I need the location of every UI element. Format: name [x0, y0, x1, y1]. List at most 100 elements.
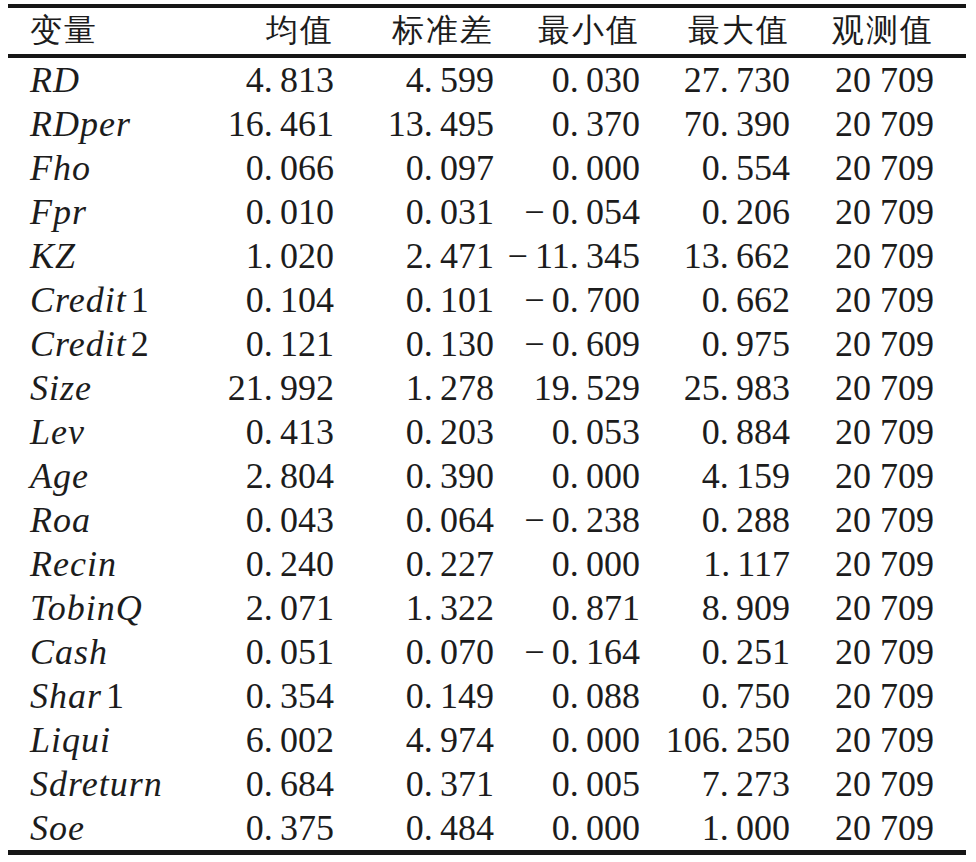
- cell-variable: KZ: [8, 234, 218, 278]
- cell-obs: 20 709: [802, 56, 966, 102]
- cell-max: 7. 273: [652, 762, 802, 806]
- cell-mean: 0. 104: [218, 278, 346, 322]
- cell-min: − 0. 238: [506, 498, 652, 542]
- cell-variable: RD: [8, 56, 218, 102]
- cell-max: 27. 730: [652, 56, 802, 102]
- table-row: Lev 0. 413 0. 203 0. 053 0. 884 20 709: [8, 410, 966, 454]
- cell-min: 0. 000: [506, 806, 652, 853]
- cell-std: 4. 599: [346, 56, 506, 102]
- cell-obs: 20 709: [802, 102, 966, 146]
- cell-obs: 20 709: [802, 630, 966, 674]
- table-row: KZ 1. 020 2. 471 − 11. 345 13. 662 20 70…: [8, 234, 966, 278]
- cell-min: 0. 000: [506, 454, 652, 498]
- cell-variable: RDper: [8, 102, 218, 146]
- cell-obs: 20 709: [802, 322, 966, 366]
- cell-obs: 20 709: [802, 806, 966, 853]
- cell-std: 4. 974: [346, 718, 506, 762]
- cell-obs: 20 709: [802, 498, 966, 542]
- cell-min: 0. 005: [506, 762, 652, 806]
- cell-max: 0. 251: [652, 630, 802, 674]
- cell-min: 0. 000: [506, 146, 652, 190]
- cell-obs: 20 709: [802, 366, 966, 410]
- column-header-min: 最小值: [506, 6, 652, 56]
- cell-variable: Liqui: [8, 718, 218, 762]
- cell-min: 0. 000: [506, 542, 652, 586]
- cell-min: 0. 000: [506, 718, 652, 762]
- cell-min: − 0. 164: [506, 630, 652, 674]
- scanned-paper-page: 变量 均值 标准差 最小值 最大值 观测值 RD 4. 813 4. 599 0…: [0, 4, 976, 862]
- cell-variable: Lev: [8, 410, 218, 454]
- cell-min: 0. 088: [506, 674, 652, 718]
- table-row: Cash 0. 051 0. 070 − 0. 164 0. 251 20 70…: [8, 630, 966, 674]
- cell-std: 0. 101: [346, 278, 506, 322]
- cell-variable: Sdreturn: [8, 762, 218, 806]
- cell-mean: 0. 375: [218, 806, 346, 853]
- cell-variable: Credit1: [8, 278, 218, 322]
- table-row: Credit1 0. 104 0. 101 − 0. 700 0. 662 20…: [8, 278, 966, 322]
- cell-max: 0. 975: [652, 322, 802, 366]
- cell-mean: 0. 010: [218, 190, 346, 234]
- cell-variable: TobinQ: [8, 586, 218, 630]
- cell-std: 0. 227: [346, 542, 506, 586]
- cell-min: − 0. 609: [506, 322, 652, 366]
- cell-obs: 20 709: [802, 718, 966, 762]
- cell-min: 0. 871: [506, 586, 652, 630]
- table-row: TobinQ 2. 071 1. 322 0. 871 8. 909 20 70…: [8, 586, 966, 630]
- cell-max: 0. 884: [652, 410, 802, 454]
- cell-std: 0. 097: [346, 146, 506, 190]
- cell-max: 1. 000: [652, 806, 802, 853]
- cell-mean: 0. 413: [218, 410, 346, 454]
- cell-std: 2. 471: [346, 234, 506, 278]
- cell-obs: 20 709: [802, 762, 966, 806]
- cell-variable: Recin: [8, 542, 218, 586]
- table-row: RD 4. 813 4. 599 0. 030 27. 730 20 709: [8, 56, 966, 102]
- cell-obs: 20 709: [802, 410, 966, 454]
- cell-mean: 2. 804: [218, 454, 346, 498]
- cell-variable: Fpr: [8, 190, 218, 234]
- cell-std: 0. 203: [346, 410, 506, 454]
- table-row: RDper 16. 461 13. 495 0. 370 70. 390 20 …: [8, 102, 966, 146]
- cell-variable: Credit2: [8, 322, 218, 366]
- cell-std: 1. 322: [346, 586, 506, 630]
- cell-mean: 0. 684: [218, 762, 346, 806]
- cell-max: 70. 390: [652, 102, 802, 146]
- cell-std: 0. 031: [346, 190, 506, 234]
- cell-variable: Size: [8, 366, 218, 410]
- cell-obs: 20 709: [802, 586, 966, 630]
- cell-mean: 0. 121: [218, 322, 346, 366]
- cell-min: − 11. 345: [506, 234, 652, 278]
- cell-max: 25. 983: [652, 366, 802, 410]
- cell-mean: 0. 051: [218, 630, 346, 674]
- table-row: Size 21. 992 1. 278 19. 529 25. 983 20 7…: [8, 366, 966, 410]
- cell-std: 0. 371: [346, 762, 506, 806]
- cell-min: − 0. 700: [506, 278, 652, 322]
- cell-obs: 20 709: [802, 674, 966, 718]
- cell-max: 0. 206: [652, 190, 802, 234]
- cell-max: 13. 662: [652, 234, 802, 278]
- cell-std: 0. 149: [346, 674, 506, 718]
- cell-mean: 0. 240: [218, 542, 346, 586]
- cell-obs: 20 709: [802, 454, 966, 498]
- cell-obs: 20 709: [802, 190, 966, 234]
- table-row: Fho 0. 066 0. 097 0. 000 0. 554 20 709: [8, 146, 966, 190]
- cell-mean: 21. 992: [218, 366, 346, 410]
- cell-max: 0. 662: [652, 278, 802, 322]
- cell-max: 106. 250: [652, 718, 802, 762]
- cell-std: 0. 484: [346, 806, 506, 853]
- table-row: Recin 0. 240 0. 227 0. 000 1. 117 20 709: [8, 542, 966, 586]
- column-header-obs: 观测值: [802, 6, 966, 56]
- cell-mean: 2. 071: [218, 586, 346, 630]
- cell-min: 0. 030: [506, 56, 652, 102]
- cell-variable: Cash: [8, 630, 218, 674]
- cell-obs: 20 709: [802, 234, 966, 278]
- table-header: 变量 均值 标准差 最小值 最大值 观测值: [8, 6, 966, 56]
- table-row: Fpr 0. 010 0. 031 − 0. 054 0. 206 20 709: [8, 190, 966, 234]
- cell-variable: Roa: [8, 498, 218, 542]
- cell-max: 0. 288: [652, 498, 802, 542]
- column-header-mean: 均值: [218, 6, 346, 56]
- table-row: Sdreturn 0. 684 0. 371 0. 005 7. 273 20 …: [8, 762, 966, 806]
- cell-obs: 20 709: [802, 542, 966, 586]
- cell-variable: Soe: [8, 806, 218, 853]
- table-row: Liqui 6. 002 4. 974 0. 000 106. 250 20 7…: [8, 718, 966, 762]
- cell-max: 8. 909: [652, 586, 802, 630]
